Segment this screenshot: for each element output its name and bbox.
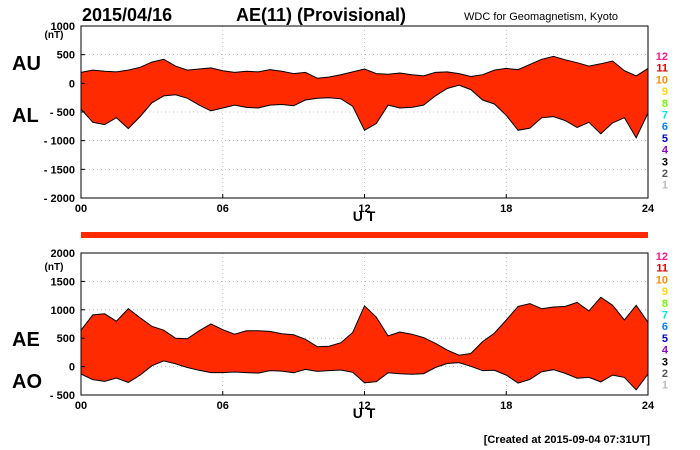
ae-ao-station-7: 7 <box>662 310 668 322</box>
ae-ao-y-tick-4: 0 <box>69 362 75 374</box>
created-timestamp: [Created at 2015-09-04 07:31UT] <box>484 434 651 446</box>
ae-ao-station-5: 5 <box>662 333 668 345</box>
al-label: AL <box>12 105 39 127</box>
ae-ao-x-tick-0: 00 <box>75 400 87 412</box>
ae-ao-x-ticks: 00 06 12 18 24 <box>75 391 655 412</box>
ae-ao-x-tick-3: 18 <box>500 400 512 412</box>
au-al-station-5: 5 <box>662 133 668 145</box>
au-al-y-tick-5: - 1500 <box>44 164 75 176</box>
ae-ao-y-tick-0: 2000 <box>51 248 75 260</box>
ae-ao-y-tick-5: - 500 <box>50 390 75 402</box>
au-al-station-12: 12 <box>656 51 668 63</box>
ae-ao-station-2: 2 <box>662 368 668 380</box>
ae-ao-station-8: 8 <box>662 298 668 310</box>
au-al-x-tick-2: 12 <box>358 203 370 215</box>
ae-ao-station-3: 3 <box>662 356 668 368</box>
au-al-unit: (nT) <box>45 30 64 41</box>
au-al-station-8: 8 <box>662 98 668 110</box>
ae-ao-x-axis-label: U T <box>353 405 376 421</box>
ae-ao-y-tick-1: 1500 <box>51 276 75 288</box>
au-al-x-ticks: 00 06 12 18 24 <box>75 194 655 215</box>
ae-ao-station-10: 10 <box>656 274 668 286</box>
ae-ao-station-9: 9 <box>662 286 668 298</box>
ao-label: AO <box>12 371 42 393</box>
ae-ao-station-4: 4 <box>662 345 669 357</box>
ae-ao-station-11: 11 <box>656 263 668 275</box>
au-al-x-tick-4: 24 <box>642 203 655 215</box>
au-al-y-tick-0: 1000 <box>51 21 75 33</box>
au-al-x-tick-0: 00 <box>75 203 87 215</box>
au-al-plot <box>80 26 649 198</box>
au-al-y-tick-2: 0 <box>69 78 75 90</box>
ae-ao-band <box>81 297 648 390</box>
ae-ao-plot <box>80 253 649 395</box>
au-al-band <box>81 56 648 138</box>
ae-ao-ao-line <box>80 360 649 391</box>
data-source: WDC for Geomagnetism, Kyoto <box>464 11 618 23</box>
separator-bar <box>81 232 648 238</box>
au-al-x-tick-1: 06 <box>217 203 229 215</box>
ae-label: AE <box>12 329 40 351</box>
au-al-au-line <box>80 55 649 79</box>
au-al-station-11: 11 <box>656 63 668 75</box>
ae-ao-y-tick-2: 1000 <box>51 305 75 317</box>
au-al-x-axis-label: U T <box>353 208 376 224</box>
au-al-station-1: 1 <box>662 180 668 192</box>
au-al-y-tick-6: - 2000 <box>44 193 75 205</box>
ae-ao-station-12: 12 <box>656 251 668 263</box>
au-al-station-10: 10 <box>656 74 668 86</box>
ae-ao-unit: (nT) <box>45 262 64 273</box>
au-al-station-3: 3 <box>662 156 668 168</box>
ae-ao-x-tick-4: 24 <box>642 400 655 412</box>
au-label: AU <box>12 53 41 75</box>
au-al-y-tick-1: 500 <box>57 50 75 62</box>
figure-date: 2015/04/16 <box>82 5 172 25</box>
au-al-al-line <box>80 84 649 139</box>
ae-ao-ae-line <box>80 296 649 356</box>
ae-ao-x-tick-2: 12 <box>358 400 370 412</box>
au-al-station-2: 2 <box>662 168 668 180</box>
au-al-station-9: 9 <box>662 86 668 98</box>
ae-ao-y-ticks: 2000 1500 1000 500 0 - 500 <box>50 248 85 402</box>
au-al-station-7: 7 <box>662 110 668 122</box>
au-al-y-tick-3: - 500 <box>50 107 75 119</box>
au-al-station-6: 6 <box>662 121 668 133</box>
ae-ao-station-6: 6 <box>662 321 668 333</box>
figure-title: AE(11) (Provisional) <box>236 5 406 25</box>
ae-ao-station-1: 1 <box>662 380 668 392</box>
au-al-y-ticks: 1000 500 0 - 500 - 1000 - 1500 - 2000 <box>44 21 85 205</box>
au-al-x-tick-3: 18 <box>500 203 512 215</box>
ae-ao-y-tick-3: 500 <box>57 333 75 345</box>
au-al-y-tick-4: - 1000 <box>44 136 75 148</box>
au-al-station-4: 4 <box>662 145 669 157</box>
ae-ao-x-tick-1: 06 <box>217 400 229 412</box>
